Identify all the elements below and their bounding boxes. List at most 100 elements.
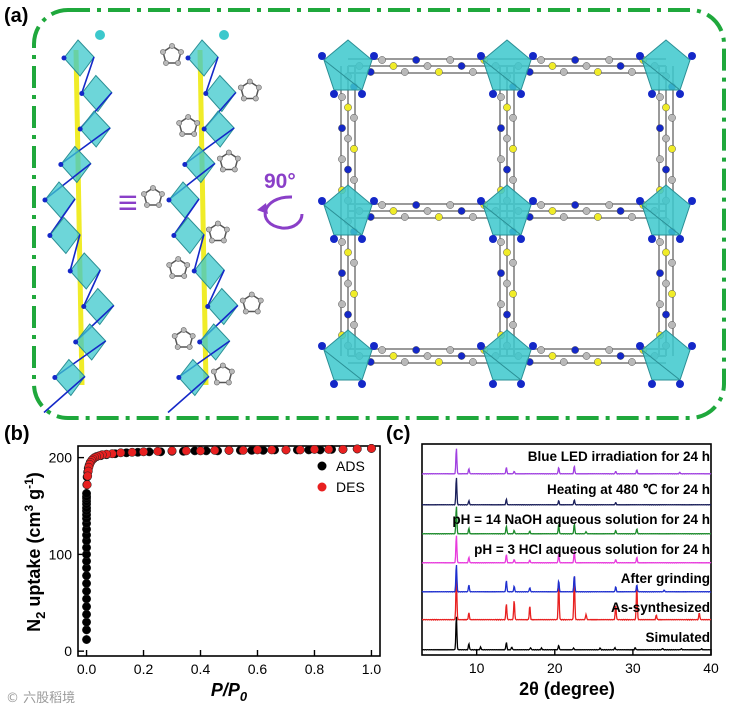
coordination-polyhedron	[205, 74, 237, 113]
carbon-atom	[175, 60, 181, 66]
metal-node-polyhedron	[482, 39, 532, 91]
framework-atom	[605, 346, 614, 354]
carbon-atom	[208, 237, 215, 244]
pxrd-curve-4	[422, 506, 711, 535]
isotherm-points	[82, 443, 376, 644]
isotherm-point-ads	[82, 617, 91, 627]
framework-atom	[668, 290, 676, 298]
pxrd-ticks: 10 20 30 40	[469, 649, 719, 676]
isotherm-y-tick-label: 0	[64, 643, 72, 659]
nitrogen-atom	[185, 55, 191, 61]
node-nitrogen-atom	[330, 380, 338, 388]
framework-atom	[594, 68, 602, 76]
framework-atom	[469, 68, 477, 76]
carbon-atom	[194, 120, 201, 126]
node-nitrogen-atom	[477, 342, 485, 350]
carbon-atom	[219, 166, 226, 173]
panel-c-label: (c)	[386, 423, 410, 445]
framework-atom	[656, 269, 664, 277]
framework-atom	[662, 103, 670, 112]
framework-atom	[350, 321, 358, 329]
node-nitrogen-atom	[358, 380, 366, 388]
framework-atom	[497, 300, 505, 309]
framework-atom	[435, 68, 443, 76]
coordination-polyhedron	[203, 110, 235, 148]
framework-atom	[344, 165, 352, 174]
framework-atom	[628, 68, 636, 76]
framework-atom	[344, 310, 352, 319]
framework-atom	[412, 346, 420, 354]
isotherm-point-des	[253, 445, 262, 455]
framework-atom	[571, 201, 579, 209]
framework-atom	[423, 207, 432, 215]
carbon-atom	[174, 344, 181, 350]
isotherm-x-tick-label: 0.2	[134, 661, 154, 677]
framework-atom	[662, 248, 670, 257]
nitrogen-atom	[176, 375, 182, 380]
polyhedron-edge	[323, 204, 363, 236]
isotherm-ticks: 0.0 0.2 0.4 0.6 0.8 1.0 0 100 200	[49, 450, 382, 677]
framework-atom	[435, 213, 443, 221]
node-nitrogen-atom	[318, 342, 326, 350]
carbon-atom	[234, 155, 241, 162]
framework-atom	[503, 248, 511, 257]
carbon-atom	[219, 362, 226, 369]
legend-marker-ads	[317, 461, 327, 471]
framework-atom	[656, 300, 664, 309]
node-nitrogen-atom	[529, 197, 537, 205]
coordination-polyhedron	[187, 39, 219, 77]
framework-atom	[662, 134, 670, 143]
node-nitrogen-atom	[330, 90, 338, 98]
nitrogen-atom	[61, 55, 67, 61]
framework-atom	[338, 124, 346, 132]
node-nitrogen-atom	[648, 235, 656, 243]
pxrd-curve-3	[421, 535, 712, 564]
isotherm-point-ads	[82, 602, 91, 612]
rotation-label: 90°	[264, 170, 296, 193]
isotherm-point-des	[139, 447, 148, 457]
framework-atom	[616, 352, 625, 360]
carbon-atom	[237, 84, 244, 91]
carbon-atom	[228, 368, 235, 375]
framework-atom	[616, 207, 625, 215]
isotherm-point-des	[83, 471, 93, 481]
isotherm-point-des	[324, 444, 334, 454]
nitrogen-atom	[203, 91, 209, 96]
node-nitrogen-atom	[688, 52, 696, 60]
framework-atom	[616, 62, 625, 70]
metal-node-polyhedron	[482, 329, 532, 381]
framework-atom	[457, 207, 466, 215]
node-nitrogen-atom	[636, 197, 644, 205]
pxrd-curve-label-0: Simulated	[645, 630, 710, 645]
isotherm-point-ads	[82, 571, 91, 581]
carbon-atom	[255, 84, 262, 91]
framework-atom	[338, 238, 346, 246]
isotherm-point-des	[153, 446, 163, 456]
framework-atom	[497, 238, 505, 246]
polyhedron-edge	[323, 349, 363, 381]
framework-atom	[662, 279, 670, 288]
framework-atom	[338, 93, 346, 101]
linker-bond	[173, 198, 200, 236]
carbon-atom	[185, 114, 192, 120]
isotherm-point-des	[210, 445, 220, 455]
framework-atom	[469, 358, 477, 366]
framework-atom	[446, 346, 455, 354]
metal-atom	[219, 30, 229, 40]
node-nitrogen-atom	[648, 380, 656, 388]
isotherm-point-ads	[82, 578, 91, 588]
framework-atom	[582, 207, 591, 215]
carbon-atom	[240, 95, 247, 102]
node-nitrogen-atom	[370, 342, 378, 350]
carbon-atom	[179, 131, 186, 137]
framework-atom	[559, 358, 568, 366]
nitrogen-atom	[79, 91, 85, 96]
rotation-arrow-icon	[257, 195, 304, 230]
framework-atom	[571, 346, 579, 354]
framework-atom	[656, 238, 664, 246]
framework-atom	[435, 358, 443, 366]
polyhedron-edge	[641, 204, 681, 236]
framework-atom	[457, 62, 466, 70]
node-nitrogen-atom	[648, 90, 656, 98]
framework-atom	[628, 358, 636, 366]
